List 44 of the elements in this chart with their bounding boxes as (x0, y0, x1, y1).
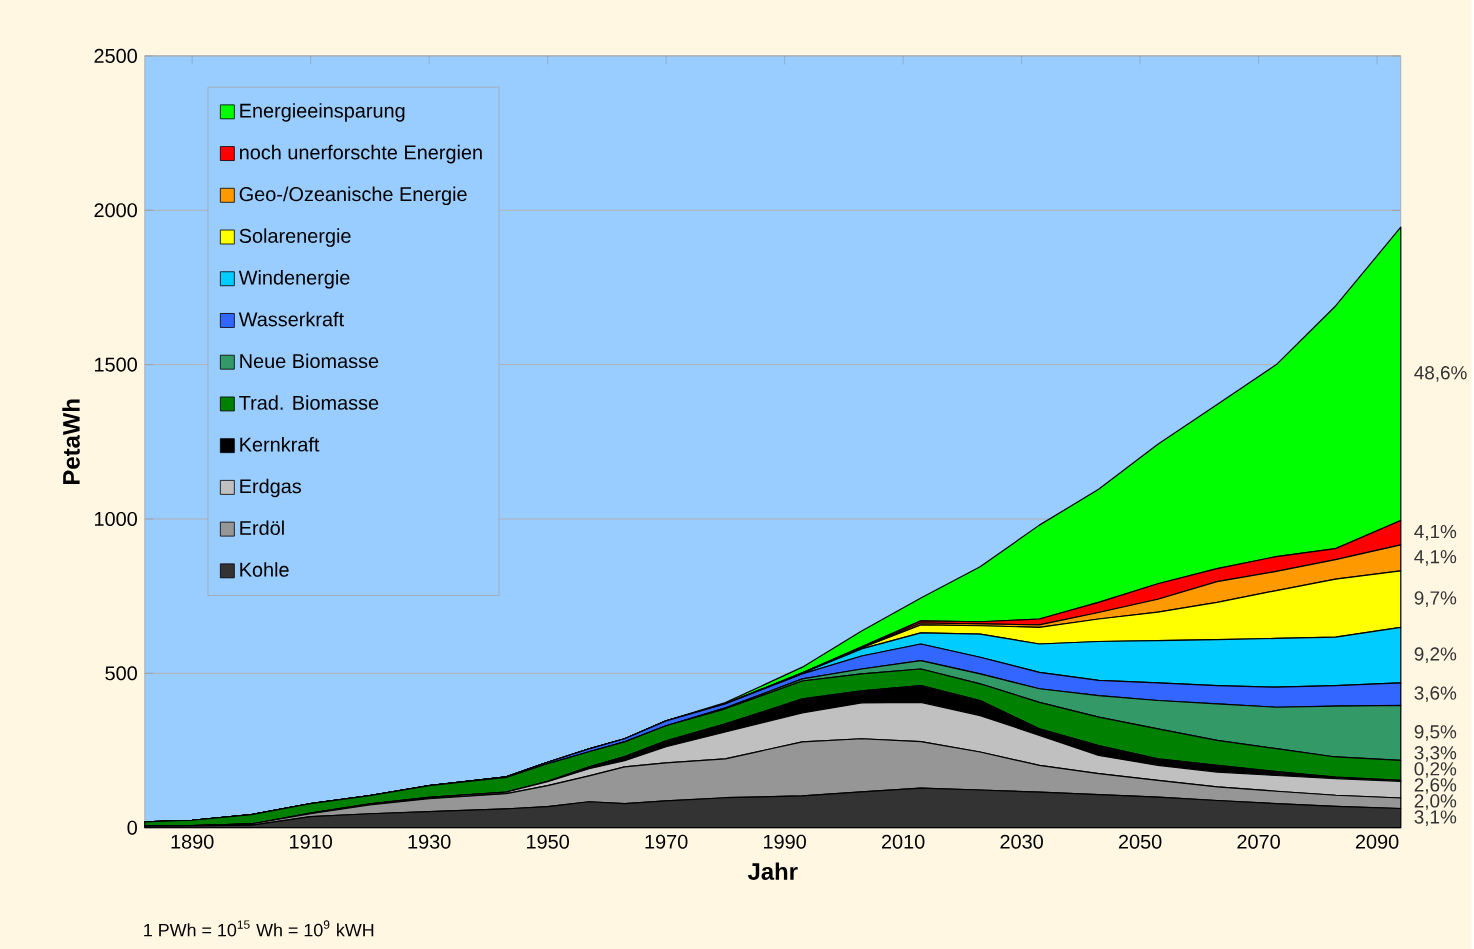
x-tick-label: 2070 (1237, 834, 1280, 849)
text: 9,2% (1414, 647, 1457, 663)
legend-label: Wasserkraft (238, 311, 344, 327)
text: 3,1% (1414, 810, 1457, 826)
text: 48,6% (1414, 365, 1467, 382)
text: 4,1% (1414, 524, 1457, 541)
x-tick-label: 1970 (645, 834, 688, 849)
legend-label: Solarenergie (239, 228, 351, 247)
legend-label: Kohle (240, 561, 289, 577)
text: 3,6% (1414, 686, 1457, 702)
legend-label: noch unerforschte Energien (240, 144, 482, 164)
text: 2,6% (1414, 777, 1457, 794)
legend-label: Kernkraft (240, 436, 320, 452)
x-tick-label: 1890 (171, 834, 214, 849)
x-tick-label: 2010 (881, 834, 925, 849)
legend-label: Erdgas (240, 478, 302, 497)
text: 9,7% (1414, 591, 1457, 607)
y-tick-label: 2500 (94, 48, 137, 63)
text: 0,2% (1414, 761, 1457, 778)
legend-label: Windenergie (238, 269, 350, 289)
legend-label: Trad. Biomasse (239, 395, 379, 410)
x-tick-label: 1930 (408, 834, 451, 849)
y-tick-label: 2000 (94, 202, 137, 218)
legend-label: Geo-/Ozeanische Energie (239, 186, 467, 205)
text: 1 PWh = 10$^{15}$ Wh = 10$^{9}$ kWH (144, 920, 374, 937)
text: 4,1% (1414, 549, 1457, 566)
text: 9,5% (1414, 724, 1457, 741)
y-tick-label: 1000 (95, 511, 137, 526)
x-tick-label: 1950 (527, 834, 569, 849)
legend-label: Energieeinsparung (240, 102, 405, 122)
x-tick-label: 2030 (1000, 834, 1043, 849)
x-tick-label: 1990 (764, 834, 806, 849)
x-tick-label: 1910 (290, 834, 333, 849)
y-tick-label: 500 (105, 666, 137, 681)
x-tick-label: 2090 (1355, 834, 1399, 849)
text: 2,0% (1414, 794, 1457, 810)
legend-label: Erdöl (240, 520, 284, 535)
text: 3,3% (1414, 745, 1457, 762)
x-axis-title: Jahr (747, 862, 798, 880)
y-tick-label: 0 (127, 820, 137, 835)
x-tick-label: 2050 (1118, 834, 1162, 849)
y-tick-label: 1500 (95, 357, 137, 372)
legend-label: Neue Biomasse (240, 353, 379, 368)
y-axis-title: PetaWh (62, 399, 80, 484)
